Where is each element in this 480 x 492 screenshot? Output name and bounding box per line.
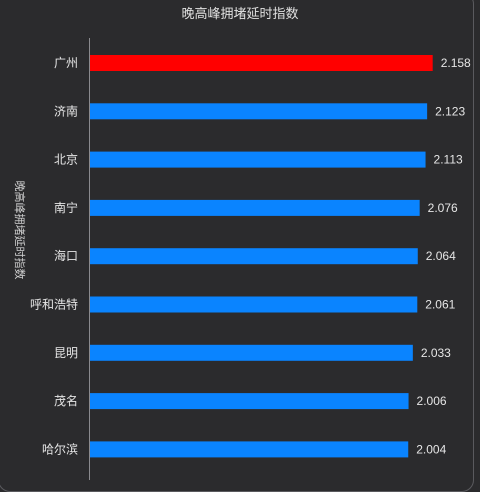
bar[interactable] — [90, 393, 409, 410]
category-label: 昆明 — [54, 346, 78, 360]
value-label: 2.061 — [425, 298, 455, 312]
category-label: 呼和浩特 — [30, 297, 78, 312]
bar[interactable] — [90, 248, 418, 265]
value-label: 2.033 — [421, 346, 451, 360]
value-label: 2.076 — [428, 201, 458, 215]
category-label: 济南 — [54, 103, 78, 118]
chart-title: 晚高峰拥堵延时指数 — [181, 6, 298, 22]
bar[interactable] — [90, 199, 420, 216]
value-label: 2.158 — [441, 56, 471, 70]
value-label: 2.113 — [434, 153, 463, 167]
value-label: 2.004 — [416, 442, 446, 456]
value-label: 2.064 — [426, 249, 456, 263]
y-axis-label: 晚高峰拥堵延时指数 — [13, 181, 27, 280]
bar[interactable] — [90, 151, 426, 168]
bar[interactable] — [90, 55, 433, 71]
category-label: 北京 — [54, 153, 78, 167]
category-label: 广州 — [54, 56, 78, 70]
category-label: 哈尔滨 — [42, 441, 78, 456]
category-label: 茂名 — [54, 393, 78, 408]
bar-chart: 晚高峰拥堵延时指数 晚高峰拥堵延时指数 广州 2.158 济南 2.123 北京 2.11… — [13, 6, 471, 480]
bar[interactable] — [90, 344, 413, 361]
category-label: 南宁 — [54, 200, 78, 215]
value-label: 2.006 — [417, 394, 447, 408]
value-label: 2.123 — [435, 104, 465, 118]
bar[interactable] — [90, 103, 428, 120]
category-label: 海口 — [54, 248, 78, 263]
bars-group: 广州 2.158 济南 2.123 北京 2.113 南宁 2.076 海口 2.064 呼和浩特 2… — [30, 55, 471, 458]
bar[interactable] — [90, 296, 418, 313]
bar[interactable] — [90, 441, 409, 458]
